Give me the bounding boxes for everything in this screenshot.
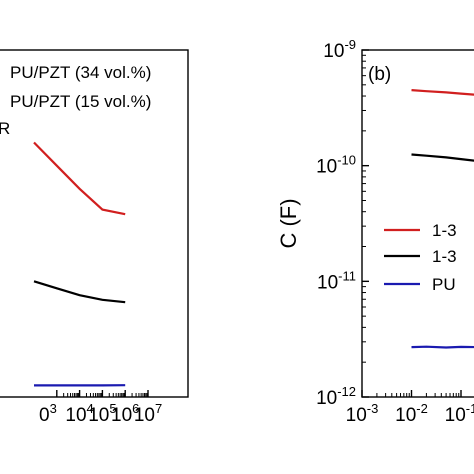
panel-b-series-line-1 bbox=[411, 153, 474, 162]
panel-b-y-tick-label-2: 10-11 bbox=[317, 268, 356, 293]
panel-b-frame bbox=[361, 49, 474, 398]
panel-b-y-axis-label: C (F) bbox=[276, 198, 301, 248]
panel-b-y-tick-label-3: 10-12 bbox=[316, 384, 356, 409]
panel-a-series-line-1 bbox=[33, 280, 126, 304]
panel-b-label: (b) bbox=[368, 64, 391, 85]
panel-a-legend-label-1: PU/PZT (15 vol.%) bbox=[10, 92, 151, 111]
panel-b-x-tick-label-2: 10-1 bbox=[445, 401, 474, 426]
panel-b-y-tick-label-0: 10-9 bbox=[323, 37, 356, 62]
panel-a-x-tick-label-1: 104 bbox=[65, 401, 93, 426]
panel-a-legend-label-2: R bbox=[0, 119, 10, 138]
panel-b-legend-label-2: PU bbox=[432, 275, 456, 294]
panel-b-series-line-2 bbox=[411, 345, 474, 349]
panel-b-y-tick-label-1: 10-10 bbox=[316, 153, 356, 178]
panel-a-frame bbox=[0, 49, 189, 398]
panel-b-series-line-0 bbox=[411, 89, 474, 96]
panel-a-legend-label-0: PU/PZT (34 vol.%) bbox=[10, 63, 151, 82]
panel-a-x-tick-label-3: 106 bbox=[111, 401, 139, 426]
panel-b-legend-label-0: 1-3 bbox=[432, 221, 457, 240]
panel-b-x-tick-label-0: 10-3 bbox=[346, 401, 379, 426]
panel-a-x-tick-label-0: 03 bbox=[39, 401, 57, 426]
panel-b-x-tick-label-1: 10-2 bbox=[395, 401, 428, 426]
panel-a-series-line-0 bbox=[33, 141, 126, 216]
panel-a-x-tick-label-2: 105 bbox=[88, 401, 116, 426]
panel-a-x-tick-label-4: 107 bbox=[134, 401, 162, 426]
panel-b-legend-label-1: 1-3 bbox=[432, 247, 457, 266]
